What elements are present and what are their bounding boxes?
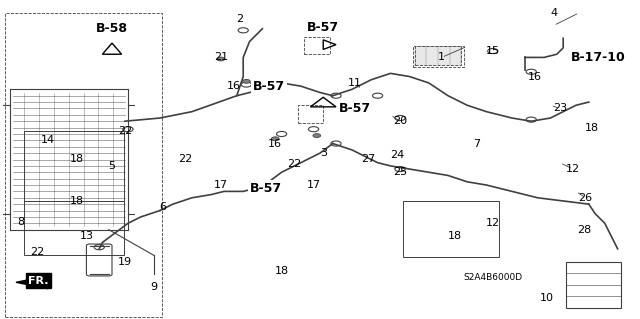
Text: 19: 19: [118, 256, 132, 267]
Text: 17: 17: [307, 180, 321, 190]
Text: 22: 22: [179, 154, 193, 165]
Text: B-57: B-57: [339, 102, 371, 115]
Text: 18: 18: [447, 231, 461, 241]
Text: 18: 18: [275, 266, 289, 276]
Bar: [566, 262, 621, 308]
Text: 6: 6: [160, 202, 166, 212]
Bar: [413, 46, 464, 67]
Text: B-57: B-57: [253, 80, 285, 93]
Text: S2A4B6000D: S2A4B6000D: [463, 273, 522, 282]
Text: 22: 22: [287, 159, 301, 169]
Text: 16: 16: [268, 138, 282, 149]
Circle shape: [243, 79, 250, 83]
Text: 22: 22: [118, 126, 132, 136]
Text: 12: 12: [486, 218, 500, 228]
Circle shape: [271, 137, 279, 141]
Text: B-17-10: B-17-10: [571, 51, 626, 64]
Text: 13: 13: [79, 231, 93, 241]
Text: B-57: B-57: [250, 182, 282, 195]
Bar: [24, 131, 124, 201]
Text: 7: 7: [473, 138, 481, 149]
Bar: [415, 46, 461, 65]
Text: 16: 16: [227, 81, 241, 91]
Text: 20: 20: [393, 116, 407, 126]
Text: 28: 28: [577, 225, 591, 235]
Text: 16: 16: [527, 71, 541, 82]
Text: 14: 14: [41, 135, 55, 145]
Text: 15: 15: [486, 46, 500, 56]
FancyBboxPatch shape: [86, 244, 112, 276]
Text: FR.: FR.: [28, 276, 49, 286]
Text: 2: 2: [236, 14, 244, 24]
Text: 18: 18: [70, 196, 84, 206]
Text: 4: 4: [550, 8, 557, 18]
Text: 10: 10: [540, 293, 554, 303]
Bar: [24, 201, 124, 255]
Text: 21: 21: [214, 52, 228, 63]
Text: B-57: B-57: [307, 21, 339, 33]
Bar: [5, 13, 162, 317]
Text: 5: 5: [109, 161, 115, 171]
Text: 22: 22: [30, 247, 44, 257]
Text: 18: 18: [70, 154, 84, 165]
Text: 18: 18: [585, 122, 599, 133]
Bar: [304, 37, 330, 54]
Circle shape: [217, 57, 225, 61]
Text: 27: 27: [361, 154, 375, 165]
Text: 1: 1: [438, 52, 445, 63]
Text: 17: 17: [214, 180, 228, 190]
Text: 23: 23: [553, 103, 567, 114]
Text: 24: 24: [390, 150, 404, 160]
Text: 11: 11: [348, 78, 362, 88]
Polygon shape: [16, 276, 48, 289]
Bar: [298, 105, 323, 123]
Bar: [403, 201, 499, 257]
Circle shape: [313, 134, 321, 137]
Text: 3: 3: [320, 148, 326, 158]
Text: B-58: B-58: [96, 22, 128, 35]
Text: 26: 26: [579, 193, 593, 203]
Text: 12: 12: [566, 164, 580, 174]
Text: 25: 25: [393, 167, 407, 177]
Text: 9: 9: [150, 282, 157, 292]
Text: 8: 8: [17, 217, 25, 227]
